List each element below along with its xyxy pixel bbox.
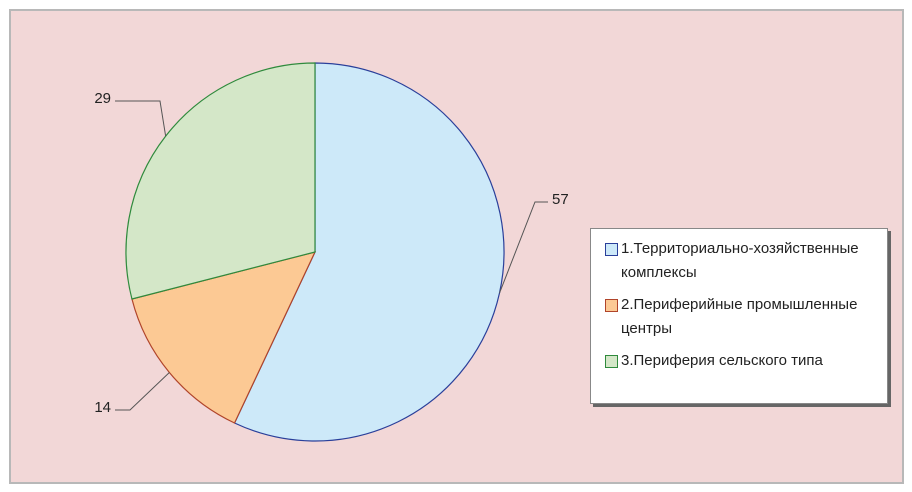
legend-swatch [605,243,618,256]
data-label: 29 [94,90,111,107]
legend-swatch [605,355,618,368]
leader-line [115,100,167,137]
data-label: 57 [552,191,569,208]
leader-line [498,201,548,294]
legend-label: 1.Территориально-хозяйственные комплексы [621,240,859,281]
legend-swatch [605,299,618,312]
leader-line [115,372,170,411]
legend-label: 2.Периферийные промышленные центры [621,296,858,337]
legend-label: 3.Периферия сельского типа [621,352,823,369]
legend-entry: 2.Периферийные промышленные центры [605,293,881,341]
legend-entry: 1.Территориально-хозяйственные комплексы [605,237,881,285]
pie-slice [125,62,316,300]
pie-slice [131,251,317,424]
legend-entry: 3.Периферия сельского типа [605,349,881,373]
legend: 1.Территориально-хозяйственные комплексы… [590,228,888,404]
data-label: 14 [94,399,111,416]
